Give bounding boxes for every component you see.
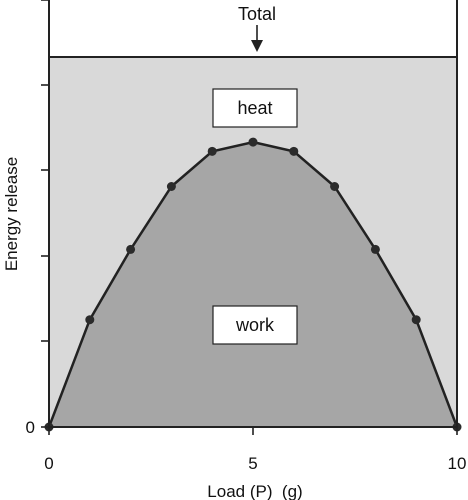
x-tick-label: 5 — [248, 454, 257, 473]
data-point — [207, 146, 217, 156]
y-ticks: 0 — [26, 0, 49, 437]
data-point — [411, 315, 421, 325]
total-arrow-head-icon — [251, 40, 263, 52]
heat-label: heat — [237, 98, 272, 118]
data-point — [126, 244, 136, 254]
x-tick-label: 10 — [448, 454, 467, 473]
data-point — [248, 137, 258, 147]
work-area — [49, 142, 457, 427]
x-axis-label: Load (P) (g) — [207, 482, 302, 500]
work-label: work — [235, 315, 275, 335]
data-point — [289, 146, 299, 156]
work-label-box — [212, 305, 298, 345]
data-point — [370, 244, 380, 254]
total-annotation: Total — [238, 4, 276, 24]
data-point — [85, 315, 95, 325]
x-ticks: 0 5 10 — [44, 427, 466, 473]
data-point — [166, 182, 176, 191]
data-point — [330, 182, 340, 191]
x-tick-label: 0 — [44, 454, 53, 473]
heat-label-box — [212, 88, 298, 128]
y-tick-label: 0 — [26, 418, 35, 437]
y-axis-label: Energy release — [2, 157, 21, 271]
